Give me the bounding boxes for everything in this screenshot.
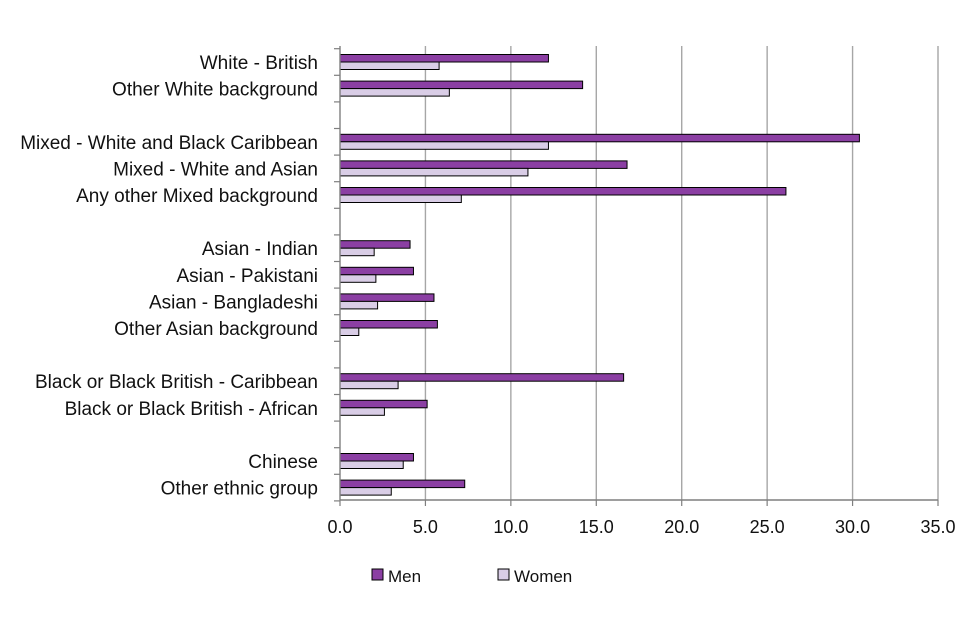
x-tick-label: 35.0	[920, 517, 955, 537]
legend-swatch-women	[497, 568, 510, 581]
category-label: Black or Black British - African	[65, 399, 318, 420]
x-tick-label: 25.0	[750, 517, 785, 537]
bar-men-mixed-white-and-black-caribbean	[339, 133, 860, 143]
category-label: Asian - Indian	[202, 239, 318, 260]
bar-men-asian-indian	[339, 240, 411, 249]
bar-women-mixed-white-and-black-caribbean	[339, 141, 549, 150]
legend: Men Women	[371, 567, 572, 586]
bar-women-chinese	[339, 460, 404, 469]
bars	[339, 54, 860, 496]
bar-men-white-british	[339, 54, 549, 63]
bar-men-asian-pakistani	[339, 266, 414, 276]
legend-label-men: Men	[388, 567, 421, 586]
category-label: Asian - Pakistani	[176, 266, 318, 287]
bar-men-other-ethnic-group	[339, 479, 466, 489]
bar-men-any-other-mixed-background	[339, 187, 787, 196]
category-label: White - British	[200, 53, 318, 74]
category-label: Any other Mixed background	[76, 186, 318, 207]
category-label: Chinese	[248, 452, 318, 473]
axes	[334, 46, 939, 506]
legend-label-women: Women	[514, 567, 572, 586]
category-label: Mixed - White and Asian	[113, 159, 318, 180]
bar-men-mixed-white-and-asian	[339, 160, 628, 169]
bar-women-asian-indian	[339, 247, 375, 257]
x-tick-label: 20.0	[664, 517, 699, 537]
x-tick-label: 5.0	[413, 517, 438, 537]
bar-women-asian-bangladeshi	[339, 300, 379, 310]
bar-women-white-british	[339, 61, 440, 70]
bar-women-asian-pakistani	[339, 274, 377, 283]
grid	[424, 46, 939, 500]
bar-men-other-asian-background	[339, 320, 438, 329]
x-tick-label: 0.0	[327, 517, 352, 537]
bar-women-mixed-white-and-asian	[339, 167, 529, 177]
bar-men-other-white-background	[339, 80, 584, 90]
category-label: Black or Black British - Caribbean	[35, 372, 318, 393]
x-tick-labels: 0.0 5.0 10.0 15.0 20.0 25.0 30.0 35.0	[327, 517, 955, 537]
bar-women-black-or-black-british-caribbean	[339, 380, 399, 390]
category-labels: White - British Other White background Mix…	[20, 53, 318, 500]
legend-swatch-men	[371, 568, 384, 581]
bar-women-other-white-background	[339, 88, 450, 97]
category-label: Mixed - White and Black Caribbean	[20, 133, 318, 154]
x-tick-label: 10.0	[493, 517, 528, 537]
category-label: Other Asian background	[114, 319, 318, 340]
bar-women-other-asian-background	[339, 327, 360, 336]
bar-women-black-or-black-british-african	[339, 407, 385, 416]
bar-women-other-ethnic-group	[339, 487, 392, 496]
bar-men-asian-bangladeshi	[339, 293, 435, 302]
category-label: Asian - Bangladeshi	[149, 292, 318, 313]
bar-men-black-or-black-british-african	[339, 399, 428, 409]
x-tick-label: 30.0	[835, 517, 870, 537]
bar-men-black-or-black-british-caribbean	[339, 373, 625, 382]
category-label: Other White background	[112, 80, 318, 101]
bar-men-chinese	[339, 453, 414, 462]
bar-women-any-other-mixed-background	[339, 194, 462, 203]
x-tick-label: 15.0	[579, 517, 614, 537]
category-label: Other ethnic group	[161, 479, 318, 500]
